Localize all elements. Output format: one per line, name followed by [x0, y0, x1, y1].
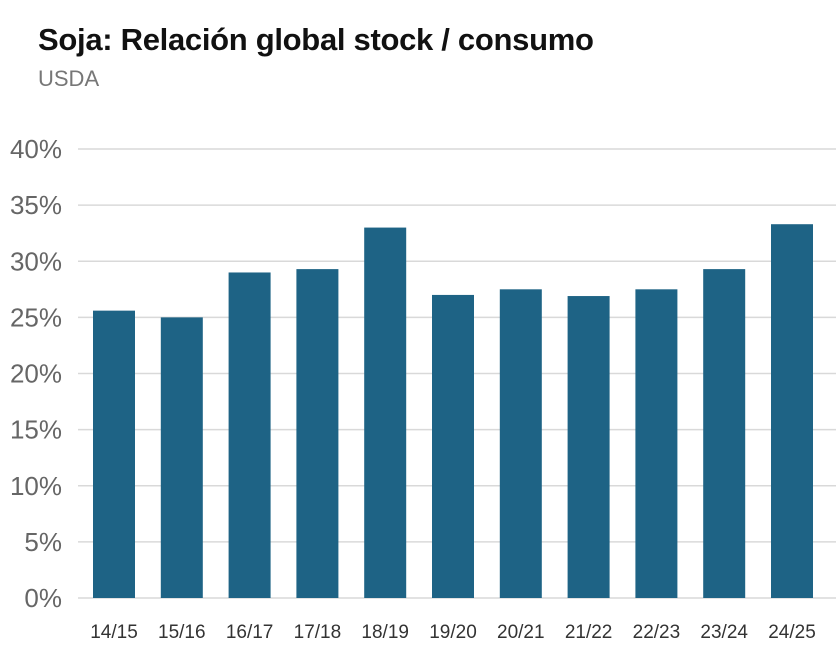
y-tick-label: 20% — [10, 359, 62, 389]
y-tick-label: 15% — [10, 415, 62, 445]
y-tick-label: 10% — [10, 471, 62, 501]
bar — [93, 310, 135, 598]
y-tick-label: 25% — [10, 302, 62, 332]
y-tick-label: 35% — [10, 190, 62, 220]
bar — [499, 289, 542, 598]
bar — [160, 317, 203, 598]
bar — [228, 272, 271, 598]
y-tick-label: 5% — [24, 527, 62, 557]
y-tick-label: 0% — [24, 583, 62, 613]
x-tick-label: 20/21 — [497, 622, 545, 643]
x-tick-label: 14/15 — [90, 622, 138, 643]
chart-title: Soja: Relación global stock / consumo — [38, 22, 594, 57]
x-tick-label: 23/24 — [700, 622, 748, 643]
bar — [296, 269, 339, 598]
bar — [635, 289, 678, 598]
y-tick-label: 40% — [10, 134, 62, 164]
x-tick-label: 21/22 — [565, 622, 613, 643]
x-tick-label: 18/19 — [361, 622, 409, 643]
x-tick-label: 22/23 — [633, 622, 681, 643]
x-tick-label: 15/16 — [158, 622, 206, 643]
bar — [432, 294, 474, 598]
bar — [771, 224, 813, 598]
y-tick-label: 30% — [10, 246, 62, 276]
x-tick-label: 17/18 — [294, 622, 342, 643]
x-tick-label: 24/25 — [768, 622, 816, 643]
chart-subtitle: USDA — [38, 66, 100, 91]
bar — [567, 296, 610, 598]
bar — [364, 227, 407, 598]
bar — [703, 269, 746, 598]
x-tick-label: 19/20 — [429, 622, 477, 643]
x-tick-label: 16/17 — [226, 622, 274, 643]
